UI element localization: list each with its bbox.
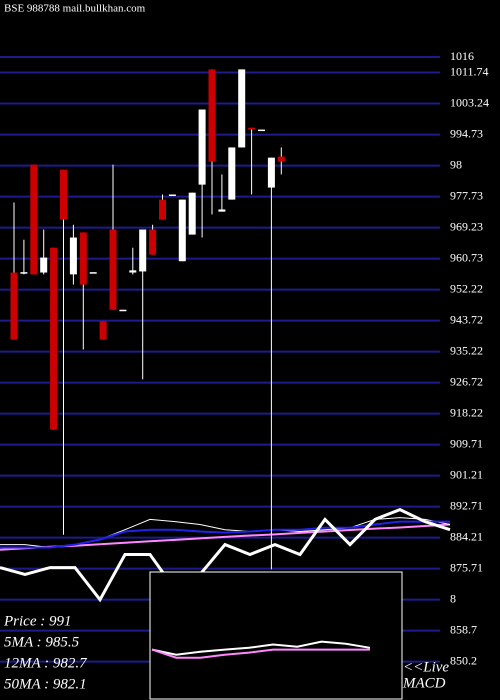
y-tick-label: 8 bbox=[450, 591, 456, 605]
y-tick-label: 935.22 bbox=[450, 343, 483, 357]
y-tick-label: 1011.74 bbox=[450, 64, 489, 78]
y-tick-label: 977.73 bbox=[450, 188, 483, 202]
candle-body bbox=[238, 69, 246, 148]
candle-body bbox=[40, 257, 48, 273]
candle-body bbox=[159, 199, 166, 220]
indicator-line bbox=[0, 507, 451, 603]
candle-body bbox=[50, 247, 58, 430]
candle-body bbox=[277, 156, 285, 162]
indicator-line bbox=[151, 640, 371, 656]
candle-body bbox=[178, 199, 186, 262]
info-text: 5MA : 985.5 bbox=[4, 634, 80, 650]
y-tick-label: 918.22 bbox=[450, 405, 483, 419]
candle-body bbox=[69, 237, 77, 275]
indicator-line bbox=[0, 520, 450, 549]
candle-body bbox=[228, 147, 236, 200]
y-tick-label: 1003.24 bbox=[450, 95, 489, 109]
candle-body bbox=[60, 169, 67, 220]
candle-body bbox=[267, 157, 275, 188]
candle-body bbox=[258, 129, 265, 132]
chart-title: BSE 988788 mail.bullkhan.com bbox=[4, 3, 146, 15]
candle-body bbox=[208, 69, 216, 162]
candle-body bbox=[129, 270, 137, 273]
y-tick-label: 98 bbox=[450, 157, 462, 171]
candle-body bbox=[198, 109, 206, 185]
candle-body bbox=[109, 229, 117, 310]
y-tick-label: 875.71 bbox=[450, 560, 483, 574]
indicator-line bbox=[0, 523, 451, 551]
inset-label: <<Live bbox=[403, 659, 449, 675]
info-text: 50MA : 982.1 bbox=[4, 676, 87, 692]
y-tick-label: 850.2 bbox=[450, 653, 477, 667]
info-text: 12MA : 982.7 bbox=[4, 655, 88, 671]
candle-body bbox=[119, 309, 127, 312]
candle-body bbox=[149, 229, 157, 255]
candle-body bbox=[99, 321, 107, 340]
candle-body bbox=[139, 229, 147, 272]
y-tick-label: 858.7 bbox=[450, 622, 477, 636]
y-tick-label: 952.22 bbox=[450, 281, 483, 295]
inset-label: MACD bbox=[402, 675, 446, 691]
y-tick-label: 884.21 bbox=[450, 529, 483, 543]
y-tick-label: 892.71 bbox=[450, 498, 483, 512]
inset-box bbox=[149, 571, 403, 700]
candle-body bbox=[218, 209, 226, 212]
candle-body bbox=[20, 272, 28, 274]
candle-body bbox=[10, 272, 18, 340]
candle-body bbox=[89, 272, 97, 274]
candle-body bbox=[79, 232, 87, 285]
candle-body bbox=[168, 194, 176, 196]
y-tick-label: 1016 bbox=[450, 49, 474, 63]
y-tick-label: 969.23 bbox=[450, 219, 483, 233]
info-text: Price : 991 bbox=[3, 613, 71, 629]
y-tick-label: 994.73 bbox=[450, 126, 483, 140]
candle-body bbox=[248, 127, 256, 130]
y-tick-label: 909.71 bbox=[450, 436, 483, 450]
candle-body bbox=[30, 164, 38, 275]
candle-body bbox=[188, 192, 196, 235]
y-tick-label: 943.72 bbox=[450, 312, 483, 326]
indicator-line bbox=[151, 648, 370, 659]
y-tick-label: 926.72 bbox=[450, 374, 483, 388]
y-tick-label: 960.73 bbox=[450, 250, 483, 264]
y-tick-label: 901.21 bbox=[450, 467, 483, 481]
